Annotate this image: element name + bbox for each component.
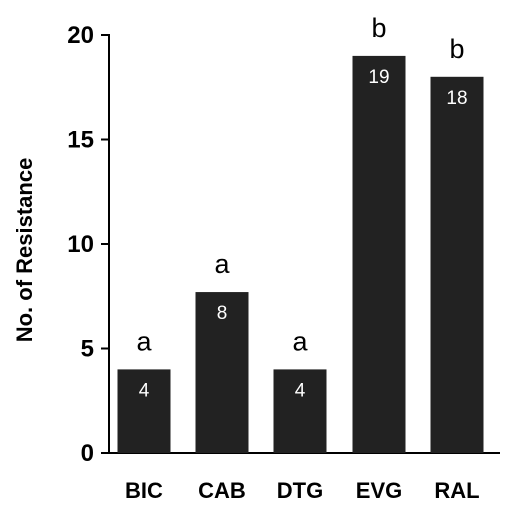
significance-letter-dtg: a: [292, 326, 308, 356]
significance-letter-evg: b: [371, 13, 386, 43]
bar-cab: [195, 292, 249, 453]
bar-evg: [352, 55, 406, 454]
y-tick-label-0: 0: [81, 440, 94, 467]
x-tick-label-evg: EVG: [356, 478, 402, 503]
y-tick-label-15: 15: [67, 127, 94, 154]
y-tick-label-10: 10: [67, 231, 94, 258]
x-tick-label-ral: RAL: [434, 478, 479, 503]
bar-dtg: [273, 369, 327, 453]
significance-letter-cab: a: [214, 249, 230, 279]
bar-value-label-cab: 8: [217, 303, 228, 324]
y-tick-label-20: 20: [67, 22, 94, 49]
bar-value-label-dtg: 4: [295, 380, 306, 401]
x-tick-label-cab: CAB: [198, 478, 246, 503]
bar-ral: [430, 76, 484, 454]
y-axis-label: No. of Resistance: [12, 158, 37, 343]
bar-bic: [117, 369, 171, 453]
x-tick-label-dtg: DTG: [277, 478, 323, 503]
significance-letter-ral: b: [449, 34, 464, 64]
y-tick-label-5: 5: [81, 336, 94, 363]
bar-value-label-ral: 18: [446, 88, 467, 109]
bar-value-label-evg: 19: [368, 67, 389, 88]
plot-area: 0 5 10 15 20 4 a BIC 8 a CAB 4 a DTG 19 b EVG 18 b RAL: [67, 13, 500, 503]
x-tick-label-bic: BIC: [125, 478, 163, 503]
bar-value-label-bic: 4: [139, 380, 150, 401]
significance-letter-bic: a: [136, 326, 152, 356]
